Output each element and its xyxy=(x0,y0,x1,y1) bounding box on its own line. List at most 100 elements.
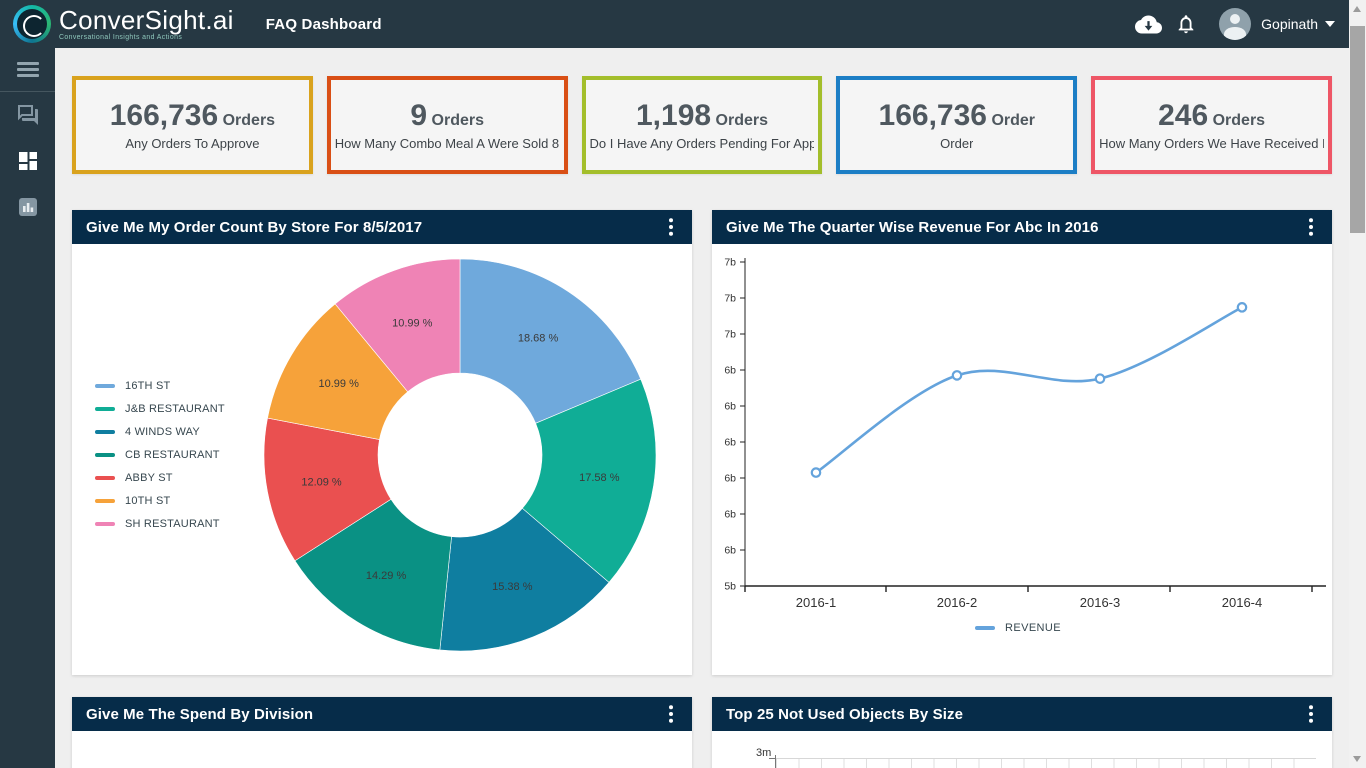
user-avatar[interactable] xyxy=(1219,8,1252,40)
kpi-value-line: 166,736 Order xyxy=(879,99,1035,133)
line-chart-legend[interactable]: REVENUE xyxy=(975,622,1061,634)
svg-text:6b: 6b xyxy=(724,545,736,557)
kpi-question-label: How Many Combo Meal A Were Sold 8... xyxy=(334,136,560,151)
panel-header: Give Me The Spend By Division xyxy=(72,697,692,731)
vertical-scrollbar[interactable] xyxy=(1349,0,1366,768)
legend-label: J&B RESTAURANT xyxy=(125,402,225,415)
panel-header: Give Me The Quarter Wise Revenue For Abc… xyxy=(712,210,1332,244)
svg-text:7b: 7b xyxy=(724,293,736,305)
scroll-down-arrow-icon[interactable] xyxy=(1353,756,1361,762)
svg-text:7b: 7b xyxy=(724,257,736,269)
kpi-unit: Orders xyxy=(222,112,276,129)
bar-chart-area: 3m xyxy=(712,731,1332,768)
panel-quarter-revenue: Give Me The Quarter Wise Revenue For Abc… xyxy=(712,210,1332,675)
kpi-unit: Order xyxy=(991,112,1036,129)
kpi-value-line: 9 Orders xyxy=(410,99,484,133)
svg-text:2016-1: 2016-1 xyxy=(796,595,836,610)
user-name[interactable]: Gopinath xyxy=(1261,16,1318,32)
legend-item[interactable]: ABBY ST xyxy=(95,466,225,489)
svg-text:14.29 %: 14.29 % xyxy=(366,570,407,582)
legend-label: SH RESTAURANT xyxy=(125,517,220,530)
kpi-card[interactable]: 166,736 Orders Any Orders To Approve xyxy=(72,76,313,174)
category-gridlines xyxy=(776,758,1316,768)
left-sidebar xyxy=(0,48,55,768)
panel-menu-kebab-icon[interactable] xyxy=(1300,703,1322,725)
kpi-card[interactable]: 1,198 Orders Do I Have Any Orders Pendin… xyxy=(581,76,823,174)
sidebar-item-conversations[interactable] xyxy=(0,92,55,138)
legend-item[interactable]: 16TH ST xyxy=(95,374,225,397)
svg-text:17.58 %: 17.58 % xyxy=(579,472,620,484)
legend-label: REVENUE xyxy=(1005,622,1061,634)
kpi-unit: Orders xyxy=(715,112,768,129)
scrollbar-thumb[interactable] xyxy=(1350,26,1365,233)
legend-label: ABBY ST xyxy=(125,471,173,484)
legend-label: CB RESTAURANT xyxy=(125,448,220,461)
conversight-logo-icon[interactable] xyxy=(13,5,51,43)
svg-text:2016-4: 2016-4 xyxy=(1222,595,1262,610)
svg-text:6b: 6b xyxy=(724,473,736,485)
donut-chart[interactable]: 18.68 % 17.58 % 15.38 % 14.29 % 12.09 % 10.99… xyxy=(72,244,692,675)
panel-menu-kebab-icon[interactable] xyxy=(1300,216,1322,238)
top-navbar: ConverSight.ai Conversational Insights a… xyxy=(0,0,1349,48)
legend-swatch xyxy=(95,383,115,388)
sidebar-item-dashboard[interactable] xyxy=(0,138,55,184)
legend-swatch xyxy=(95,429,115,434)
panel-title: Give Me The Quarter Wise Revenue For Abc… xyxy=(726,218,1099,236)
scroll-up-arrow-icon[interactable] xyxy=(1353,6,1361,12)
legend-swatch xyxy=(95,498,115,503)
brand-block: ConverSight.ai Conversational Insights a… xyxy=(59,7,234,42)
svg-text:6b: 6b xyxy=(724,365,736,377)
legend-item[interactable]: 4 WINDS WAY xyxy=(95,420,225,443)
brand-tagline: Conversational Insights and Actions xyxy=(59,33,183,41)
legend-swatch xyxy=(975,626,995,630)
panel-menu-kebab-icon[interactable] xyxy=(660,703,682,725)
kpi-value-line: 246 Orders xyxy=(1158,99,1265,133)
legend-swatch xyxy=(95,406,115,411)
page-title: FAQ Dashboard xyxy=(265,15,382,33)
svg-text:6b: 6b xyxy=(724,509,736,521)
conversations-icon xyxy=(17,105,38,125)
hamburger-menu-icon xyxy=(16,59,39,80)
kpi-card[interactable]: 9 Orders How Many Combo Meal A Were Sold… xyxy=(326,76,568,174)
main-content: 166,736 Orders Any Orders To Approve 9 O… xyxy=(55,48,1349,768)
legend-swatch xyxy=(95,452,115,457)
kpi-card[interactable]: 166,736 Order Order xyxy=(836,76,1078,174)
bar-chart-icon xyxy=(18,198,37,216)
kpi-value: 166,736 xyxy=(878,99,987,132)
cloud-download-icon[interactable] xyxy=(1129,5,1167,43)
svg-text:18.68 %: 18.68 % xyxy=(518,333,559,345)
panel-menu-kebab-icon[interactable] xyxy=(660,216,682,238)
dashboard-grid-icon xyxy=(18,152,37,170)
panel-header: Give Me My Order Count By Store For 8/5/… xyxy=(72,210,692,244)
sidebar-hamburger-menu[interactable] xyxy=(0,48,55,92)
legend-swatch xyxy=(95,521,115,526)
kpi-value-line: 166,736 Orders xyxy=(110,99,275,133)
kpi-cards-row: 166,736 Orders Any Orders To Approve 9 O… xyxy=(72,76,1332,174)
user-menu-caret-icon[interactable] xyxy=(1325,21,1335,27)
svg-text:10.99 %: 10.99 % xyxy=(319,378,360,390)
panel-spend-by-division: Give Me The Spend By Division xyxy=(72,697,692,768)
y-axis-tick-mark xyxy=(769,758,775,759)
legend-item[interactable]: SH RESTAURANT xyxy=(95,512,225,535)
kpi-card[interactable]: 246 Orders How Many Orders We Have Recei… xyxy=(1091,76,1332,174)
legend-item[interactable]: CB RESTAURANT xyxy=(95,443,225,466)
sidebar-item-analytics[interactable] xyxy=(0,184,55,230)
legend-item[interactable]: J&B RESTAURANT xyxy=(95,397,225,420)
svg-text:6b: 6b xyxy=(724,401,736,413)
svg-text:12.09 %: 12.09 % xyxy=(301,477,342,489)
kpi-value: 246 xyxy=(1158,99,1209,132)
notifications-bell-icon[interactable] xyxy=(1167,5,1205,43)
line-chart-area: 7b 7b 7b 6b 6b 6b 6b 6b 6b 5b 2016-1 2016-2 2016-3 20… xyxy=(712,244,1332,675)
line-chart[interactable]: 7b 7b 7b 6b 6b 6b 6b 6b 6b 5b 2016-1 2016-2 2016-3 20… xyxy=(712,244,1332,675)
legend-item[interactable]: 10TH ST xyxy=(95,489,225,512)
svg-text:7b: 7b xyxy=(724,329,736,341)
panel-title: Give Me My Order Count By Store For 8/5/… xyxy=(86,218,423,236)
kpi-question-label: Order xyxy=(940,136,974,151)
kpi-value-line: 1,198 Orders xyxy=(636,99,768,133)
kpi-unit: Orders xyxy=(431,112,484,129)
svg-text:15.38 %: 15.38 % xyxy=(492,581,533,593)
svg-text:2016-2: 2016-2 xyxy=(937,595,977,610)
legend-label: 4 WINDS WAY xyxy=(125,425,200,438)
panel-title: Top 25 Not Used Objects By Size xyxy=(726,705,964,723)
panel-title: Give Me The Spend By Division xyxy=(86,705,314,723)
